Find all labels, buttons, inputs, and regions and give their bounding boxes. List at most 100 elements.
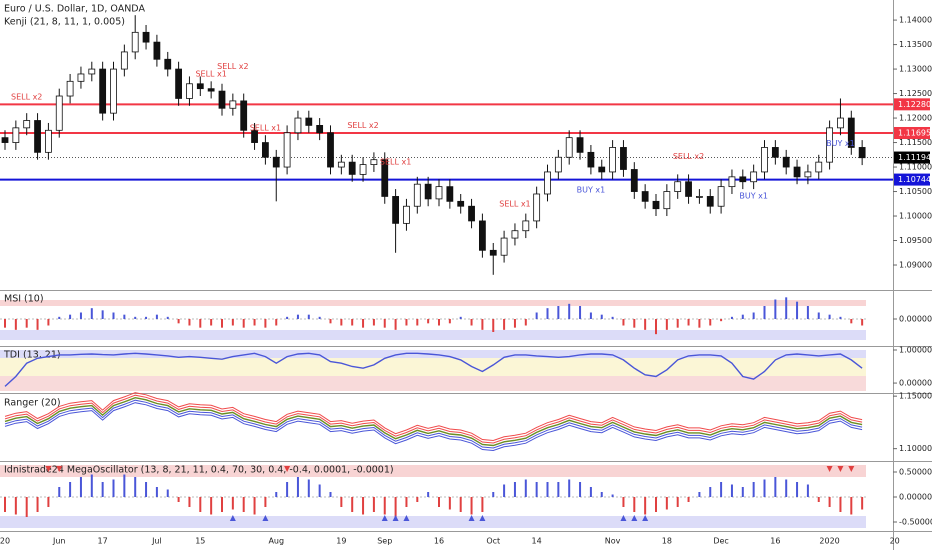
level-label: 1.12280	[898, 100, 931, 109]
mega-upper-zone	[0, 465, 866, 477]
histogram-bar	[828, 497, 831, 507]
signal-label: BUY x1	[826, 139, 855, 148]
histogram-bar	[720, 319, 723, 322]
histogram-bar	[839, 497, 842, 512]
down-signal	[284, 466, 291, 472]
pane-backgrounds	[0, 300, 866, 528]
histogram-bar	[579, 482, 582, 497]
histogram-bar	[785, 297, 788, 319]
candle-body	[305, 117, 313, 126]
candle-body	[706, 196, 714, 207]
histogram-bar	[503, 484, 506, 497]
candle-body	[131, 31, 139, 53]
histogram-bar	[351, 319, 354, 326]
histogram-bar	[14, 319, 17, 330]
candle-body	[446, 186, 454, 202]
y-tick-label: 1.13500	[899, 40, 932, 49]
histogram-bar	[123, 474, 126, 497]
candle-body	[142, 31, 150, 43]
histogram-bar	[557, 306, 560, 319]
histogram-bar	[861, 497, 864, 510]
histogram-bar	[676, 497, 679, 507]
histogram-bar	[524, 479, 527, 497]
x-tick-label: Sep	[377, 537, 392, 546]
x-tick-label: Oct	[486, 537, 500, 546]
y-tick-label: 0.50000	[899, 468, 932, 477]
up-signal	[403, 515, 410, 521]
histogram-bar	[405, 319, 408, 326]
down-signal	[826, 466, 833, 472]
histogram-bar	[730, 316, 733, 319]
candle-body	[500, 237, 508, 256]
candle-body	[120, 51, 128, 70]
histogram-bar	[492, 492, 495, 497]
up-signal	[381, 515, 388, 521]
candle-body	[435, 186, 443, 200]
histogram-bar	[481, 497, 484, 512]
signal-label: SELL x2	[11, 92, 42, 101]
histogram-bar	[817, 497, 820, 502]
histogram-bar	[709, 319, 712, 326]
mega-lower-zone	[0, 516, 866, 528]
candle-body	[554, 156, 562, 173]
candle-body	[45, 129, 52, 153]
histogram-bar	[448, 497, 451, 510]
histogram-bar	[134, 477, 137, 497]
candle-body	[424, 183, 432, 200]
candle-body	[294, 117, 302, 134]
histogram-bar	[307, 314, 310, 319]
x-tick-label: Nov	[605, 537, 621, 546]
histogram-bar	[166, 316, 169, 319]
indicator-line	[4, 352, 863, 387]
candle-body	[858, 147, 866, 159]
upper-band	[4, 392, 863, 442]
histogram-bar	[785, 479, 788, 497]
up-signal	[262, 515, 269, 521]
candle-body	[815, 161, 823, 173]
histogram-bar	[763, 479, 766, 497]
candle-body	[392, 196, 400, 224]
pane-title: Ranger (20)	[4, 398, 61, 409]
level-tag	[894, 98, 930, 111]
histogram-bar	[58, 316, 61, 319]
pane-title: Idnistrade24 MegaOscillator (13, 8, 21, …	[4, 465, 394, 476]
up-signal	[392, 515, 399, 521]
signal-label: SELL x2	[347, 121, 378, 130]
tdi-lower-zone	[0, 376, 866, 391]
x-tick-label: 19	[336, 537, 346, 546]
histogram-bar	[817, 312, 820, 319]
candle-body	[403, 205, 410, 224]
down-signal	[837, 466, 844, 472]
histogram-bar	[427, 319, 430, 324]
histogram-bar	[177, 319, 180, 324]
candle-body	[533, 193, 541, 222]
histogram-bar	[741, 314, 744, 319]
histogram-bar	[253, 319, 256, 326]
histogram-bar	[459, 497, 462, 512]
histogram-bar	[351, 497, 354, 512]
histogram-bar	[806, 306, 809, 319]
candle-body	[186, 83, 193, 99]
histogram-bar	[524, 319, 527, 326]
candle-body	[229, 100, 237, 109]
x-tick-label: 2020	[819, 537, 839, 546]
histogram-bar	[850, 319, 853, 324]
candle-body	[620, 147, 627, 170]
histogram-bar	[503, 319, 506, 330]
histogram-bar	[264, 319, 267, 328]
histogram-bar	[340, 319, 343, 326]
histogram-bar	[687, 497, 690, 502]
candle-body	[587, 151, 595, 168]
lower-band	[4, 399, 863, 449]
candle-body	[468, 205, 475, 222]
histogram-bar	[535, 312, 538, 319]
last-price-tag	[894, 151, 930, 164]
level-tag	[894, 126, 930, 139]
histogram-bar	[774, 299, 777, 319]
histogram-bar	[568, 303, 571, 319]
histogram-bar	[25, 497, 28, 517]
histogram-bar	[774, 477, 777, 497]
histogram-bar	[112, 479, 115, 497]
histogram-bar	[850, 497, 853, 515]
candle-body	[34, 120, 41, 153]
